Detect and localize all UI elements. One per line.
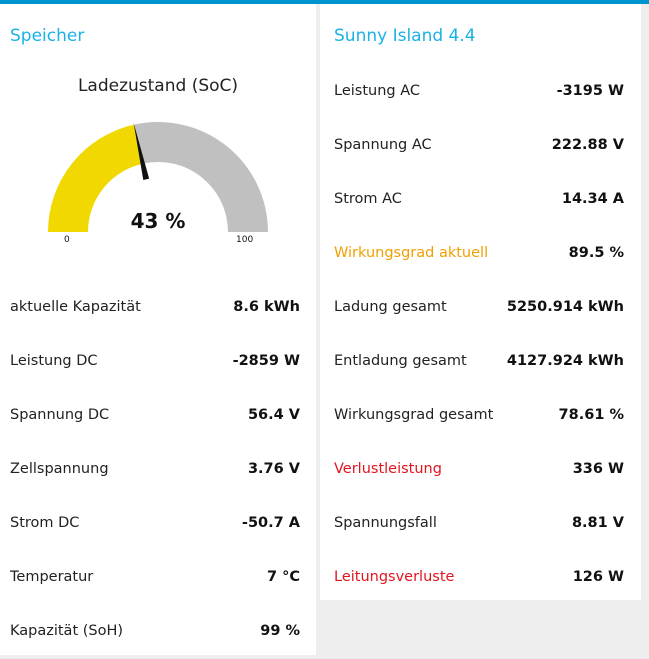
- storage-row: Strom DC -50.7 A: [10, 508, 300, 538]
- row-value: -2859 W: [232, 353, 300, 369]
- soc-gauge-min-label: 0: [64, 235, 70, 245]
- storage-row: Leistung DC -2859 W: [10, 346, 300, 376]
- row-label: aktuelle Kapazität: [10, 299, 141, 315]
- row-label: Leitungsverluste: [334, 569, 455, 585]
- soc-gauge-max-label: 100: [236, 235, 254, 245]
- inverter-row: Verlustleistung 336 W: [334, 454, 624, 484]
- soc-gauge-track: [134, 121, 268, 232]
- row-value: -3195 W: [556, 83, 624, 99]
- row-label: Ladung gesamt: [334, 299, 447, 315]
- row-value: 126 W: [572, 569, 624, 585]
- storage-row: Zellspannung 3.76 V: [10, 454, 300, 484]
- row-value: 336 W: [572, 461, 624, 477]
- row-value: 14.34 A: [561, 191, 624, 207]
- inverter-row: Leitungsverluste 126 W: [334, 562, 624, 592]
- soc-gauge-value: 43 %: [130, 209, 186, 233]
- row-value: 8.81 V: [571, 515, 624, 531]
- row-value: -50.7 A: [241, 515, 300, 531]
- soc-gauge: [48, 121, 268, 232]
- inverter-row: Ladung gesamt 5250.914 kWh: [334, 292, 624, 322]
- inverter-row: Wirkungsgrad aktuell 89.5 %: [334, 238, 624, 268]
- inverter-card: Sunny Island 4.4 Leistung AC -3195 W Spa…: [320, 4, 641, 600]
- row-value: 5250.914 kWh: [506, 299, 624, 315]
- row-label: Wirkungsgrad gesamt: [334, 407, 494, 423]
- row-value: 78.61 %: [558, 407, 624, 423]
- row-label: Wirkungsgrad aktuell: [334, 245, 489, 261]
- soc-gauge-fill: [48, 124, 143, 232]
- row-label: Kapazität (SoH): [10, 623, 124, 639]
- row-label: Entladung gesamt: [334, 353, 467, 369]
- storage-row: Spannung DC 56.4 V: [10, 400, 300, 430]
- soc-gauge-title: Ladezustand (SoC): [77, 76, 239, 96]
- inverter-card-title: Sunny Island 4.4: [334, 26, 476, 46]
- storage-card: Speicher Ladezustand (SoC) 43 % 0 100 ak…: [0, 4, 316, 655]
- row-value: 3.76 V: [247, 461, 300, 477]
- inverter-row: Entladung gesamt 4127.924 kWh: [334, 346, 624, 376]
- inverter-row: Leistung AC -3195 W: [334, 76, 624, 106]
- row-value: 4127.924 kWh: [506, 353, 624, 369]
- row-value: 8.6 kWh: [233, 299, 300, 315]
- soc-gauge-needle: [133, 122, 150, 180]
- row-value: 99 %: [260, 623, 300, 639]
- row-label: Spannungsfall: [334, 515, 437, 531]
- row-label: Zellspannung: [10, 461, 109, 477]
- storage-row: Kapazität (SoH) 99 %: [10, 616, 300, 646]
- row-value: 222.88 V: [551, 137, 624, 153]
- row-label: Leistung DC: [10, 353, 98, 369]
- row-label: Spannung AC: [334, 137, 432, 153]
- storage-card-title: Speicher: [10, 26, 85, 46]
- inverter-row: Strom AC 14.34 A: [334, 184, 624, 214]
- row-value: 89.5 %: [568, 245, 624, 261]
- inverter-row: Spannung AC 222.88 V: [334, 130, 624, 160]
- row-label: Verlustleistung: [334, 461, 442, 477]
- storage-row: aktuelle Kapazität 8.6 kWh: [10, 292, 300, 322]
- row-value: 7 °C: [266, 569, 300, 585]
- inverter-row: Wirkungsgrad gesamt 78.61 %: [334, 400, 624, 430]
- row-value: 56.4 V: [247, 407, 300, 423]
- row-label: Spannung DC: [10, 407, 110, 423]
- storage-row: Temperatur 7 °C: [10, 562, 300, 592]
- row-label: Strom AC: [334, 191, 402, 207]
- row-label: Leistung AC: [334, 83, 420, 99]
- row-label: Strom DC: [10, 515, 80, 531]
- top-accent-bar: [0, 0, 649, 4]
- inverter-row: Spannungsfall 8.81 V: [334, 508, 624, 538]
- row-label: Temperatur: [10, 569, 94, 585]
